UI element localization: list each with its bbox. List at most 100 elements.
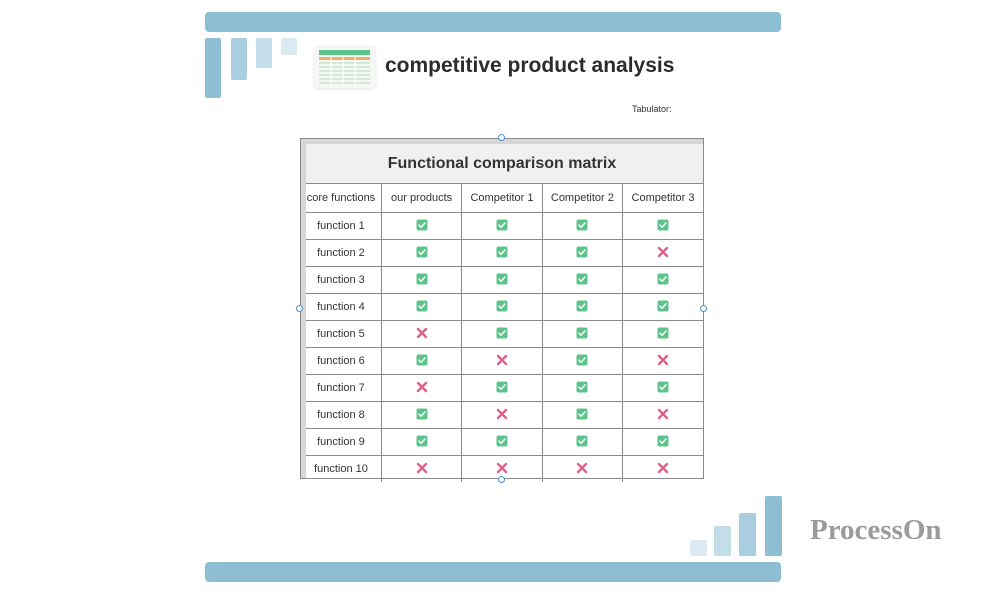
cross-icon: [657, 462, 669, 477]
status-cell: [381, 293, 463, 321]
check-icon: [496, 381, 508, 396]
table-row: function 4: [301, 293, 703, 321]
status-cell: [542, 428, 624, 456]
status-cell: [381, 239, 463, 267]
top-accent-bar: [205, 12, 781, 32]
selection-handle-left[interactable]: [296, 305, 303, 312]
comparison-table: core functions our products Competitor 1 Co…: [301, 184, 703, 482]
column-header: core functions: [301, 184, 382, 213]
status-cell: [622, 212, 703, 240]
cross-icon: [657, 408, 669, 423]
table-row: function 3: [301, 266, 703, 294]
decor-step-4: [765, 496, 782, 556]
cross-icon: [496, 408, 508, 423]
status-cell: [542, 347, 624, 375]
table-row: function 6: [301, 347, 703, 375]
table-row: function 10: [301, 455, 703, 483]
status-cell: [542, 266, 624, 294]
selection-handle-top[interactable]: [498, 134, 505, 141]
check-icon: [576, 408, 588, 423]
check-icon: [416, 300, 428, 315]
status-cell: [381, 374, 463, 402]
function-name: function 5: [301, 320, 382, 348]
check-icon: [657, 435, 669, 450]
matrix-title: Functional comparison matrix: [301, 139, 703, 184]
check-icon: [576, 219, 588, 234]
cross-icon: [576, 462, 588, 477]
decor-bar-3: [256, 38, 272, 68]
status-cell: [381, 320, 463, 348]
check-icon: [657, 381, 669, 396]
status-cell: [622, 293, 703, 321]
status-cell: [461, 239, 543, 267]
status-cell: [622, 428, 703, 456]
check-icon: [576, 327, 588, 342]
status-cell: [381, 455, 463, 482]
status-cell: [461, 266, 543, 294]
function-name: function 8: [301, 401, 382, 429]
status-cell: [461, 320, 543, 348]
cross-icon: [416, 462, 428, 477]
status-cell: [461, 347, 543, 375]
function-name: function 1: [301, 212, 382, 240]
cross-icon: [657, 246, 669, 261]
status-cell: [461, 374, 543, 402]
header-row: core functions our products Competitor 1 Co…: [301, 184, 703, 213]
table-row: function 5: [301, 320, 703, 348]
table-row: function 2: [301, 239, 703, 267]
page-title: competitive product analysis: [385, 54, 675, 77]
spreadsheet-thumbnail-icon: [314, 46, 375, 88]
status-cell: [622, 266, 703, 294]
status-cell: [461, 428, 543, 456]
column-header: Competitor 3: [622, 184, 703, 213]
selection-handle-bottom[interactable]: [498, 476, 505, 483]
check-icon: [496, 327, 508, 342]
function-name: function 2: [301, 239, 382, 267]
status-cell: [622, 239, 703, 267]
check-icon: [576, 273, 588, 288]
column-header: Competitor 2: [542, 184, 624, 213]
table-row: function 8: [301, 401, 703, 429]
status-cell: [542, 455, 624, 482]
check-icon: [657, 300, 669, 315]
column-header: Competitor 1: [461, 184, 543, 213]
status-cell: [381, 212, 463, 240]
decor-step-2: [714, 526, 731, 556]
check-icon: [576, 381, 588, 396]
selection-handle-right[interactable]: [700, 305, 707, 312]
status-cell: [622, 347, 703, 375]
status-cell: [542, 320, 624, 348]
check-icon: [657, 219, 669, 234]
processon-logo: ProcessOn: [810, 514, 942, 546]
status-cell: [542, 212, 624, 240]
status-cell: [622, 374, 703, 402]
table-row: function 9: [301, 428, 703, 456]
function-name: function 9: [301, 428, 382, 456]
check-icon: [416, 408, 428, 423]
status-cell: [381, 266, 463, 294]
check-icon: [576, 435, 588, 450]
status-cell: [381, 428, 463, 456]
decor-bar-4: [281, 38, 297, 55]
comparison-matrix[interactable]: Functional comparison matrix core functi…: [300, 138, 704, 482]
status-cell: [381, 347, 463, 375]
status-cell: [622, 320, 703, 348]
cross-icon: [416, 327, 428, 342]
check-icon: [496, 273, 508, 288]
check-icon: [657, 273, 669, 288]
column-header: our products: [381, 184, 463, 213]
status-cell: [542, 401, 624, 429]
check-icon: [576, 354, 588, 369]
check-icon: [576, 246, 588, 261]
decor-step-3: [739, 513, 756, 556]
status-cell: [461, 293, 543, 321]
check-icon: [416, 354, 428, 369]
status-cell: [461, 212, 543, 240]
function-name: function 3: [301, 266, 382, 294]
decor-bar-1: [205, 38, 221, 98]
check-icon: [496, 300, 508, 315]
check-icon: [657, 327, 669, 342]
status-cell: [623, 456, 703, 483]
status-cell: [542, 293, 624, 321]
cross-icon: [657, 354, 669, 369]
